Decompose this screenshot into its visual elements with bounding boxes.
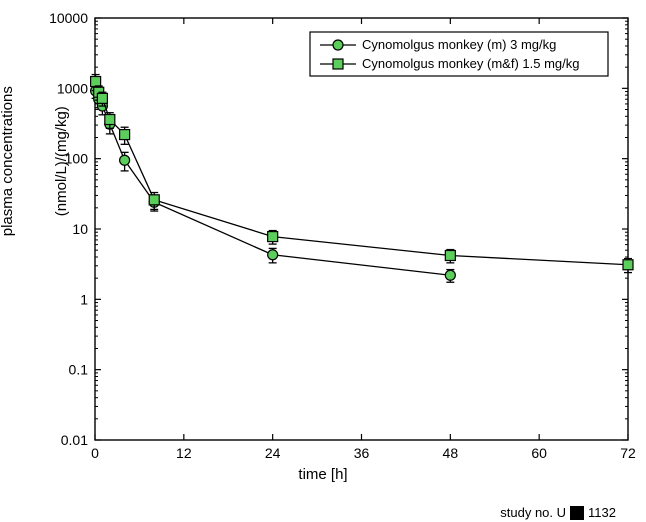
redaction-block [570, 506, 584, 520]
y-axis-label-line2: plasma concentrations [0, 72, 17, 250]
svg-text:0.01: 0.01 [61, 432, 88, 448]
svg-text:60: 60 [531, 445, 547, 461]
study-number-footer: study no. U 1132 [500, 505, 616, 520]
study-prefix: study no. U [500, 505, 566, 520]
svg-text:1: 1 [80, 291, 88, 307]
svg-text:36: 36 [354, 445, 370, 461]
y-axis-label-line3: (nmol/L)/(mg/kg) [53, 72, 71, 250]
svg-text:10000: 10000 [49, 10, 88, 26]
chart-container: 01224364860720.010.1110100100010000Cynom… [0, 0, 646, 522]
svg-text:24: 24 [265, 445, 281, 461]
svg-text:Cynomolgus monkey (m) 3 mg/kg: Cynomolgus monkey (m) 3 mg/kg [362, 37, 556, 52]
svg-text:0.1: 0.1 [69, 362, 89, 378]
svg-text:0: 0 [91, 445, 99, 461]
x-axis-label: time [h] [0, 466, 646, 483]
y-axis-label: dose-normalized linagliptin plasma conce… [0, 72, 107, 250]
svg-text:48: 48 [443, 445, 459, 461]
svg-text:72: 72 [620, 445, 636, 461]
svg-text:Cynomolgus monkey (m&f) 1.5 mg: Cynomolgus monkey (m&f) 1.5 mg/kg [362, 56, 579, 71]
svg-text:12: 12 [176, 445, 192, 461]
study-suffix: 1132 [588, 505, 616, 520]
